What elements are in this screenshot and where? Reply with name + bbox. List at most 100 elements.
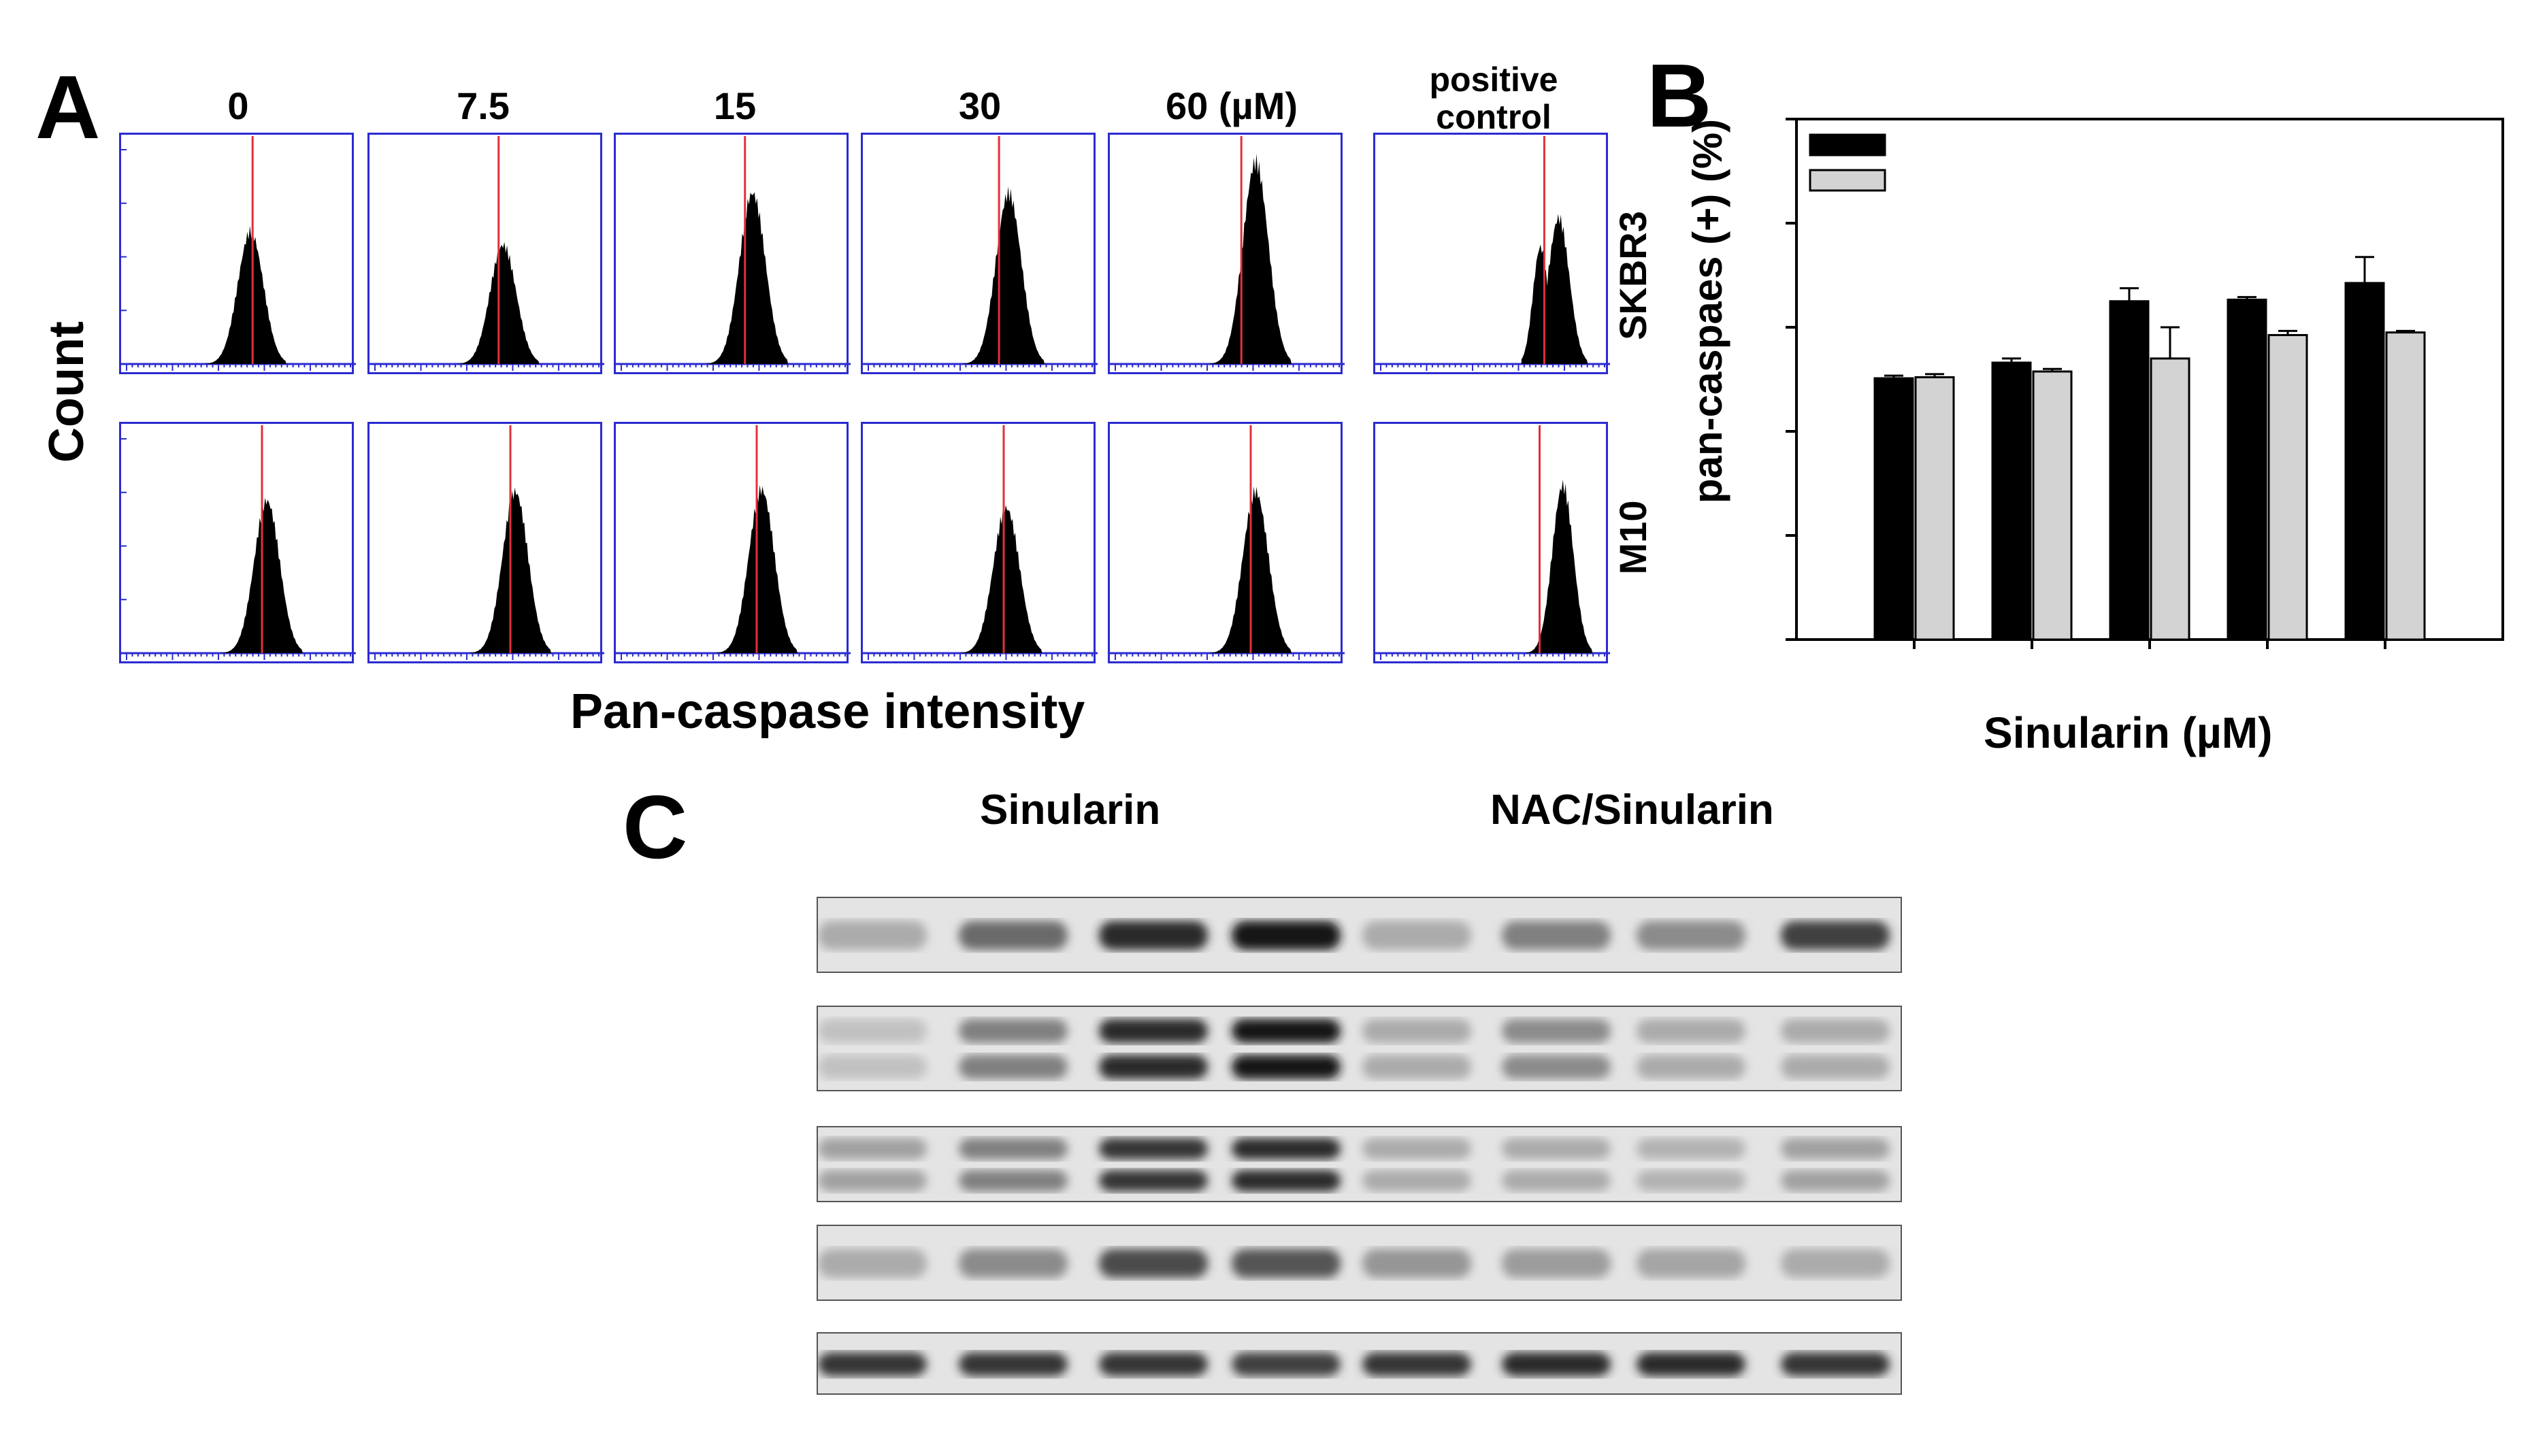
blot-panel-2 — [817, 1126, 1902, 1202]
panel-b-letter: B — [1647, 46, 1712, 146]
histogram-distribution — [1526, 479, 1593, 653]
row-label-skbr3: SKBR3 — [1611, 211, 1654, 340]
blot-panel-0 — [817, 897, 1902, 973]
protein-band-lower — [1362, 1055, 1471, 1079]
legend-swatch-skbr3 — [1809, 133, 1886, 156]
protein-band — [1637, 1248, 1745, 1278]
protein-band — [959, 1248, 1068, 1278]
protein-band — [1362, 921, 1471, 950]
histogram-skbr3-3 — [861, 133, 1098, 374]
protein-band — [818, 1352, 927, 1376]
protein-band-upper — [959, 1019, 1068, 1043]
bar-m10 — [2385, 331, 2426, 641]
protein-band — [959, 1352, 1068, 1376]
histogram-skbr3-4 — [1108, 133, 1345, 374]
histogram-skbr3-2 — [614, 133, 851, 374]
protein-band-lower — [1781, 1055, 1890, 1079]
bar-skbr3 — [2109, 300, 2150, 641]
histogram-distribution — [205, 225, 286, 364]
protein-band-lower — [1232, 1055, 1341, 1079]
group-label-sinularin: Sinularin — [980, 787, 1161, 833]
protein-band — [1232, 921, 1341, 950]
protein-band-lower — [818, 1055, 927, 1079]
bar-skbr3 — [1991, 361, 2032, 641]
bar-skbr3 — [2344, 282, 2385, 641]
protein-band-lower — [1099, 1170, 1208, 1192]
legend-swatch-m10 — [1809, 169, 1886, 192]
protein-band-lower — [1781, 1170, 1890, 1192]
protein-band-upper — [1099, 1019, 1208, 1043]
histogram-plot — [1375, 425, 1610, 660]
histogram-m10-1 — [367, 422, 604, 663]
positive-control-line2: control — [1436, 98, 1551, 136]
protein-band — [1362, 1248, 1471, 1278]
blot-panel-1 — [817, 1006, 1902, 1091]
histogram-skbr3-5 — [1373, 133, 1610, 374]
bar-m10 — [2032, 370, 2073, 641]
protein-band-lower — [818, 1170, 927, 1192]
protein-band-lower — [1099, 1055, 1208, 1079]
positive-control-label: positive control — [1381, 61, 1606, 136]
blot-image-0 — [818, 921, 1890, 950]
histogram-plot — [616, 425, 851, 660]
histogram-m10-4 — [1108, 422, 1345, 663]
protein-band — [1502, 1248, 1611, 1278]
histogram-distribution — [1521, 214, 1588, 364]
protein-band-upper — [959, 1138, 1068, 1160]
row-label-m10: M10 — [1611, 500, 1654, 575]
bar-m10 — [2267, 333, 2308, 641]
blot-image-2 — [818, 1138, 1890, 1192]
bar-skbr3 — [2227, 298, 2267, 641]
blot-image-3 — [818, 1248, 1890, 1278]
panel-c-letter: C — [623, 777, 688, 877]
dose-label-30: 30 — [958, 84, 1002, 127]
histogram-m10-5 — [1373, 422, 1610, 663]
protein-band-upper — [1502, 1138, 1611, 1160]
protein-band-lower — [1232, 1170, 1341, 1192]
histogram-skbr3-1 — [367, 133, 604, 374]
bar-chart — [1786, 118, 2504, 649]
protein-band-upper — [1232, 1019, 1341, 1043]
protein-band-upper — [818, 1019, 927, 1043]
protein-band — [818, 921, 927, 950]
protein-band — [1502, 921, 1611, 950]
bar-m10 — [2150, 357, 2190, 641]
protein-band-lower — [959, 1170, 1068, 1192]
protein-band-upper — [1781, 1019, 1890, 1043]
histogram-plot — [616, 136, 851, 371]
blot-image-1 — [818, 1019, 1890, 1079]
protein-band — [1781, 1352, 1890, 1376]
histogram-distribution — [706, 192, 789, 364]
bar-m10 — [1914, 376, 1955, 641]
histogram-distribution — [961, 505, 1042, 653]
bar-chart-y-label: pan-caspaes (+) (%) — [1685, 118, 1730, 503]
pan-caspase-intensity-label: Pan-caspase intensity — [570, 684, 1085, 739]
blot-panel-4 — [817, 1332, 1902, 1395]
protein-band-upper — [1637, 1138, 1745, 1160]
histogram-plot — [121, 425, 356, 660]
protein-band — [1781, 1248, 1890, 1278]
histogram-m10-0 — [119, 422, 356, 663]
histogram-plot — [863, 425, 1098, 660]
protein-band-lower — [1637, 1055, 1745, 1079]
protein-band-upper — [1099, 1138, 1208, 1160]
histogram-distribution — [963, 186, 1045, 364]
dose-label-7-5: 7.5 — [457, 84, 510, 127]
protein-band-upper — [1232, 1138, 1341, 1160]
protein-band-upper — [1362, 1138, 1471, 1160]
histogram-plot — [370, 425, 604, 660]
protein-band-lower — [1502, 1170, 1611, 1192]
count-axis-label: Count — [39, 321, 94, 463]
histogram-m10-3 — [861, 422, 1098, 663]
bar-skbr3 — [1873, 377, 1914, 641]
protein-band — [1099, 1248, 1208, 1278]
histogram-plot — [1110, 425, 1345, 660]
blot-panel-3 — [817, 1225, 1902, 1301]
blot-image-4 — [818, 1352, 1890, 1376]
protein-band-upper — [1637, 1019, 1745, 1043]
histogram-plot — [121, 136, 356, 371]
histogram-count-small-label — [93, 525, 108, 593]
histogram-skbr3-0 — [119, 133, 356, 374]
protein-band-lower — [1637, 1170, 1745, 1192]
protein-band-lower — [959, 1055, 1068, 1079]
